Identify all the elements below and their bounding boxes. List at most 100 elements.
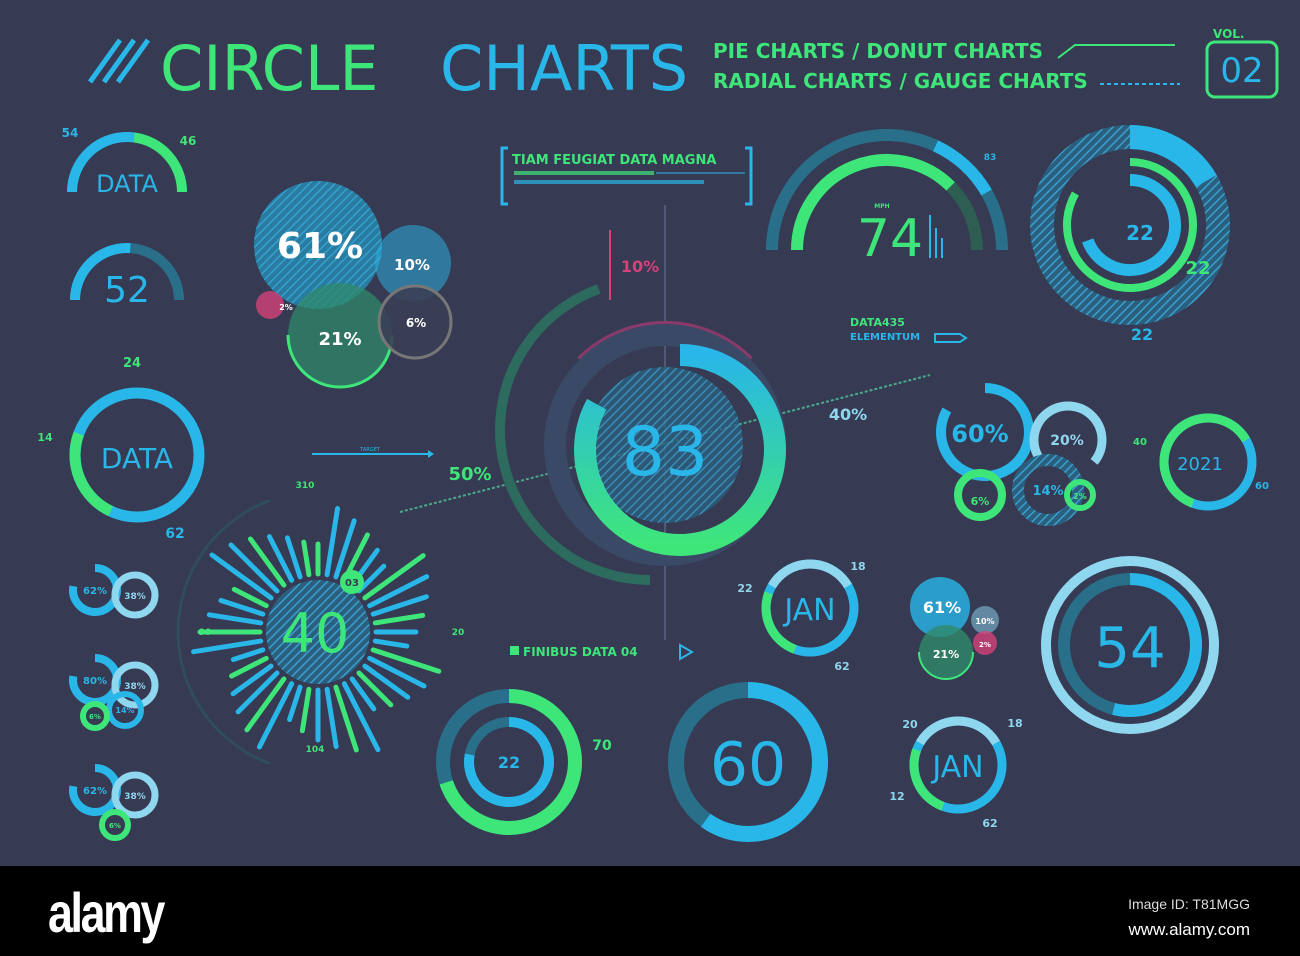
chart-label: 18	[1007, 717, 1022, 730]
sunburst-ray	[191, 638, 264, 655]
chart-label: 14	[37, 431, 53, 444]
value-arc	[439, 689, 582, 835]
percent-label: 2%	[279, 303, 293, 312]
value-arc	[700, 682, 828, 842]
percent-label: 61%	[277, 226, 363, 267]
chart-label: 20	[452, 628, 465, 638]
sunburst-ray	[230, 663, 274, 697]
center-value: JAN	[930, 750, 983, 785]
bubble	[375, 225, 451, 301]
chart-label: 2%	[1073, 492, 1087, 501]
half-gauge-data: 54 46 DATA	[62, 126, 197, 198]
center-value: 2021	[1177, 454, 1223, 475]
chart-label: 70	[592, 738, 612, 754]
chart-label: 6%	[109, 822, 121, 830]
percent-label: 10%	[394, 256, 430, 274]
chart-label: 14%	[115, 706, 134, 715]
gauge-segment	[133, 132, 187, 193]
ring-arc	[1063, 158, 1197, 292]
vol-box	[1205, 40, 1279, 99]
finibus-label: FINIBUS DATA 04	[523, 645, 638, 659]
title-charts: CHARTS	[440, 32, 688, 105]
percent-label: 40%	[829, 405, 867, 424]
chart-label: 2%	[979, 641, 991, 649]
chart-label: 60%	[951, 420, 1008, 448]
sunburst-ray	[362, 663, 411, 700]
bubble	[971, 606, 999, 634]
ring-arc	[936, 383, 1034, 481]
mini-ring	[106, 691, 144, 729]
ring-arc	[1029, 401, 1107, 465]
target-label: TARGET	[359, 447, 381, 453]
chart-label: 62	[834, 660, 849, 673]
chart-label: 10%	[975, 617, 994, 626]
chart-label: 80%	[83, 676, 107, 687]
center-value: 74	[857, 209, 923, 269]
center-value: 22	[498, 753, 520, 772]
elementum-label: ELEMENTUM	[850, 332, 920, 343]
sunburst-ray	[209, 552, 274, 601]
arrow-right-icon	[934, 333, 968, 343]
bubble	[254, 181, 382, 309]
sunburst-ray	[362, 553, 426, 601]
sunburst-ray	[235, 670, 280, 715]
chart-label: 20%	[1050, 433, 1084, 449]
infographic-canvas: CIRCLE CHARTS PIE CHARTS / DONUT CHARTS …	[37, 27, 1279, 842]
ring-54: 54	[1041, 556, 1219, 734]
sunburst-ray	[230, 647, 266, 663]
center-value: 60	[710, 730, 786, 800]
ring-arc	[761, 591, 797, 654]
concentric-22: 22 22 22	[1030, 125, 1230, 344]
chart-label: 22	[1185, 258, 1210, 279]
sunburst-ray	[356, 563, 387, 594]
chart-label: 18	[850, 560, 865, 573]
crosshair-line	[399, 374, 931, 513]
ring-arc	[377, 284, 453, 360]
mini-rings-3: 62% 38% 6%	[69, 764, 159, 841]
sunburst-ray	[370, 647, 442, 674]
subtitle-radial-gauge: RADIAL CHARTS / GAUGE CHARTS	[713, 69, 1088, 93]
half-gauge-52: 52	[70, 243, 184, 311]
sunburst-ray	[206, 612, 264, 626]
center-label: DATA	[101, 442, 173, 475]
bubble	[973, 631, 997, 655]
chart-label: 22	[1131, 325, 1153, 344]
donut-jan-2: JAN 20 18 12 62	[889, 716, 1023, 830]
subtitle-pie-donut: PIE CHARTS / DONUT CHARTS	[713, 39, 1043, 63]
mini-ring	[69, 654, 121, 706]
mini-ring	[99, 809, 131, 841]
sunburst-ray	[367, 655, 427, 689]
bubble-rings: 60% 20% 14% 6% 2%	[936, 383, 1107, 526]
value-label: 46	[180, 134, 197, 148]
hatched-core	[266, 580, 370, 684]
outer-ring	[176, 499, 271, 765]
sunburst-ray	[324, 506, 341, 578]
title-circle: CIRCLE	[160, 32, 379, 105]
center-value: 22	[1126, 221, 1154, 245]
gauge-value	[791, 154, 955, 251]
mini-ring	[69, 564, 121, 616]
chart-label: 104	[306, 745, 325, 755]
target-arrow: TARGET	[312, 447, 434, 458]
badge-label: 03	[345, 578, 359, 589]
mini-ring	[111, 771, 159, 819]
sunburst-ray	[370, 594, 429, 617]
bubble	[254, 181, 382, 309]
center-value: 54	[1094, 616, 1165, 681]
percent-label: 10%	[621, 257, 659, 276]
donut-2021: 2021 40 60	[1133, 413, 1269, 511]
donut-60: 60	[668, 682, 828, 842]
chart-label: 38%	[124, 592, 146, 602]
header-rule	[1057, 44, 1175, 59]
chart-label: 62	[982, 817, 997, 830]
chart-label: 90	[199, 628, 212, 638]
outer-arc	[495, 284, 651, 585]
gauge-segment	[932, 140, 992, 196]
mini-rings-2: 80% 38% 14% 6%	[69, 654, 159, 731]
bubble	[910, 577, 970, 637]
vol-number: 02	[1220, 51, 1263, 91]
sunburst-ray	[256, 681, 295, 750]
watermark-url: www.alamy.com	[1128, 920, 1250, 939]
sunburst-ray	[229, 655, 269, 679]
